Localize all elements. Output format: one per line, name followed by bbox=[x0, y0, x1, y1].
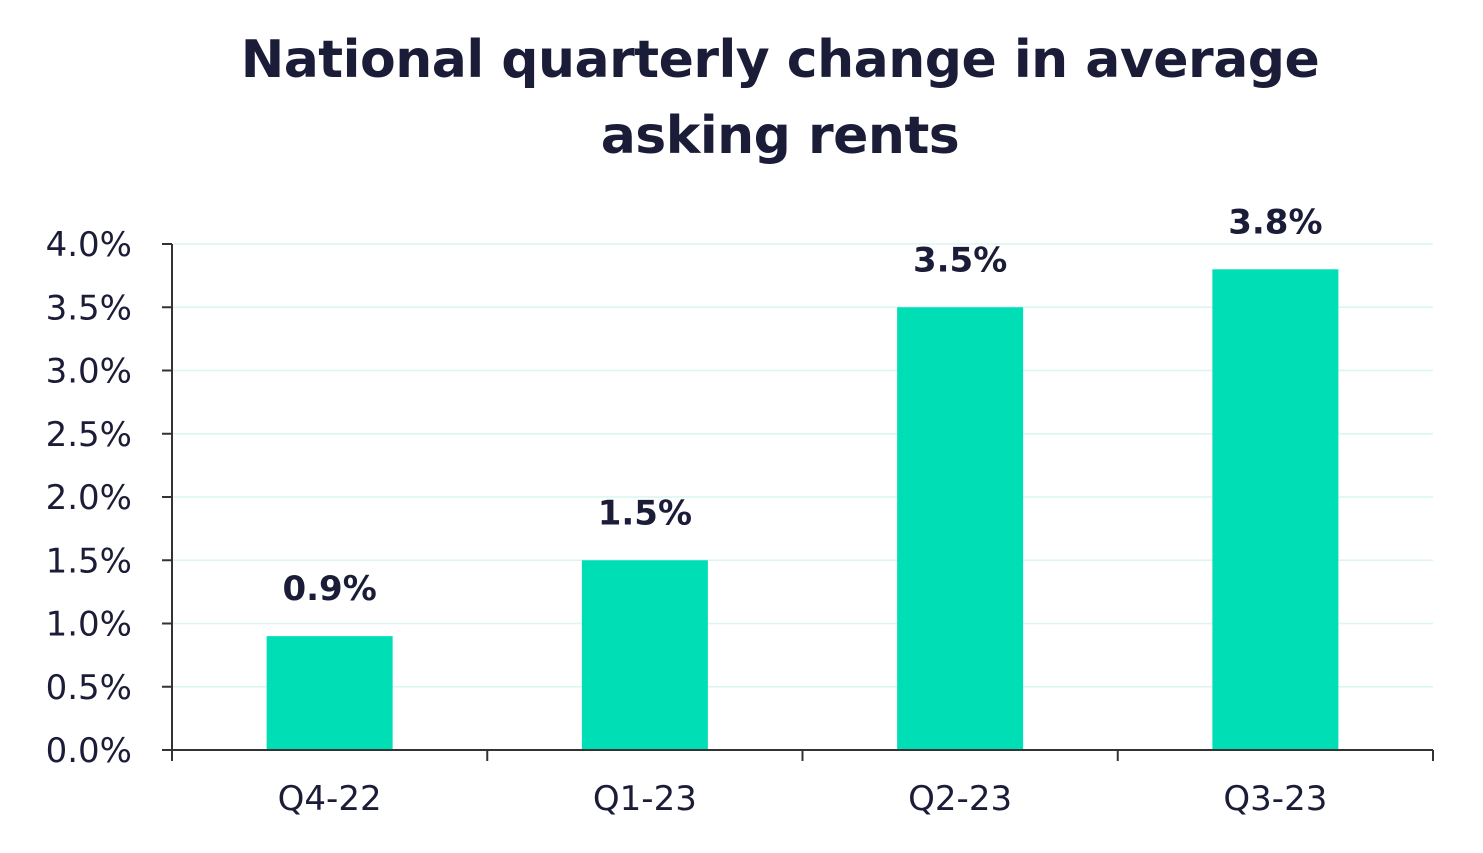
y-tick-label: 4.0% bbox=[46, 225, 132, 265]
y-tick-label: 0.5% bbox=[46, 668, 132, 708]
y-tick-label: 2.5% bbox=[46, 415, 132, 455]
data-label: 1.5% bbox=[598, 493, 692, 533]
bars bbox=[266, 269, 1339, 750]
x-tick-label: Q3-23 bbox=[1223, 779, 1327, 819]
chart-title-line-2: asking rents bbox=[600, 106, 960, 166]
y-tick-label: 3.5% bbox=[46, 288, 132, 328]
y-tick-label: 1.0% bbox=[46, 605, 132, 645]
chart-title-line-1: National quarterly change in average bbox=[240, 30, 1320, 90]
axes bbox=[162, 243, 1434, 761]
y-tick-label: 3.0% bbox=[46, 352, 132, 392]
x-tick-label: Q1-23 bbox=[593, 779, 697, 819]
bar bbox=[581, 560, 708, 750]
bar bbox=[897, 307, 1024, 750]
y-tick-label: 2.0% bbox=[46, 478, 132, 518]
y-tick-labels: 0.0% 0.5% 1.0% 1.5% 2.0% 2.5% 3.0% 3.5% 4.0% bbox=[46, 225, 132, 771]
x-tick-label: Q4-22 bbox=[278, 779, 382, 819]
data-label: 3.5% bbox=[913, 240, 1007, 280]
data-label: 3.8% bbox=[1228, 202, 1322, 242]
data-labels: 0.9% 1.5% 3.5% 3.8% bbox=[282, 202, 1322, 609]
bar bbox=[1212, 269, 1339, 750]
y-tick-label: 0.0% bbox=[46, 731, 132, 771]
x-tick-labels: Q4-22 Q1-23 Q2-23 Q3-23 bbox=[278, 779, 1328, 819]
bar bbox=[266, 636, 393, 750]
chart-title: National quarterly change in average ask… bbox=[0, 22, 1483, 174]
y-tick-label: 1.5% bbox=[46, 541, 132, 581]
data-label: 0.9% bbox=[282, 569, 376, 609]
x-tick-label: Q2-23 bbox=[908, 779, 1012, 819]
